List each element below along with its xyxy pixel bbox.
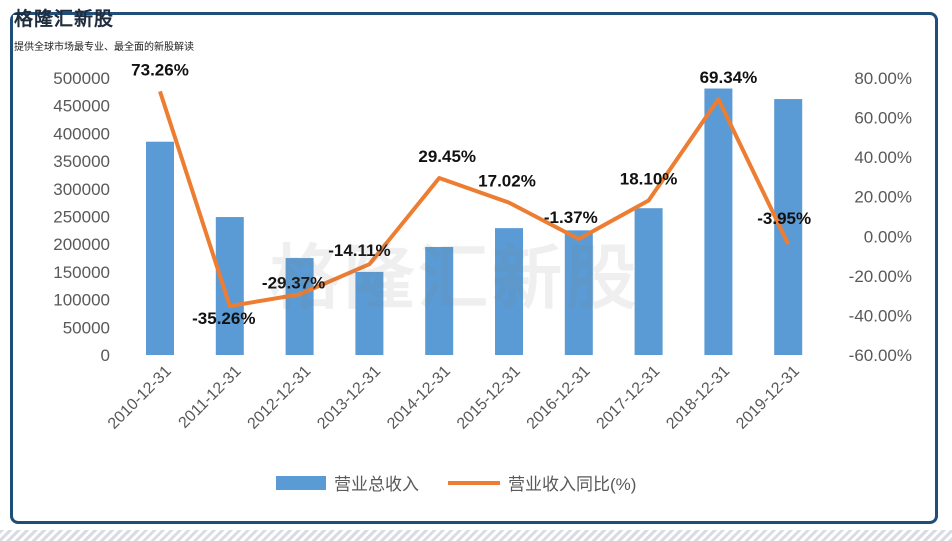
left-axis-tick-label: 500000 xyxy=(53,69,110,88)
line-data-label: 73.26% xyxy=(131,60,189,79)
right-axis-tick-label: 20.00% xyxy=(854,188,912,207)
x-axis-tick-label: 2019-12-31 xyxy=(733,363,803,433)
bar-series xyxy=(146,88,803,355)
left-axis: 0 50000 100000 150000 200000 250000 300000 3500… xyxy=(53,69,110,365)
x-axis-tick-label: 2017-12-31 xyxy=(594,363,664,433)
bar xyxy=(355,271,384,355)
left-axis-tick-label: 200000 xyxy=(53,235,110,254)
right-axis-tick-label: 80.00% xyxy=(854,69,912,88)
bar xyxy=(215,217,244,355)
line-data-label: 18.10% xyxy=(620,169,678,188)
legend-bar-label: 营业总收入 xyxy=(334,475,419,494)
brand-title: 格隆汇新股 xyxy=(14,8,115,30)
line-data-label: -14.11% xyxy=(328,241,390,260)
right-axis-tick-label: -60.00% xyxy=(849,346,912,365)
x-axis-tick-label: 2016-12-31 xyxy=(524,363,594,433)
line-data-labels: 73.26%-35.26%-29.37%-14.11%29.45%17.02%-… xyxy=(131,60,811,328)
x-axis-tick-label: 2011-12-31 xyxy=(176,363,245,432)
bar xyxy=(634,208,663,355)
brand-subtitle: 提供全球市场最专业、最全面的新股解读 xyxy=(14,42,194,53)
line-data-label: -35.26% xyxy=(192,309,255,328)
right-axis-tick-label: 60.00% xyxy=(854,109,912,128)
left-axis-tick-label: 50000 xyxy=(63,318,110,337)
legend-line-label: 营业收入同比(%) xyxy=(508,475,636,494)
left-axis-tick-label: 350000 xyxy=(53,152,110,171)
right-axis-tick-label: -20.00% xyxy=(849,267,912,286)
right-axis-tick-label: -40.00% xyxy=(849,306,912,325)
left-axis-tick-label: 100000 xyxy=(53,291,110,310)
left-axis-tick-label: 400000 xyxy=(53,124,110,143)
bar xyxy=(146,141,174,355)
x-axis-tick-label: 2010-12-31 xyxy=(105,363,175,433)
bar xyxy=(564,230,593,355)
header-box xyxy=(13,15,153,49)
left-axis-tick-label: 250000 xyxy=(53,208,110,227)
bottom-stripe-bar xyxy=(0,530,952,541)
bar xyxy=(495,228,523,355)
line-data-label: -3.95% xyxy=(757,209,811,228)
x-axis-tick-label: 2013-12-31 xyxy=(314,363,384,433)
line-data-label: 17.02% xyxy=(478,172,536,191)
left-axis-tick-label: 0 xyxy=(101,346,110,365)
line-data-label: 29.45% xyxy=(418,147,476,166)
left-axis-tick-label: 300000 xyxy=(53,180,110,199)
x-axis-tick-label: 2014-12-31 xyxy=(384,363,454,433)
line-data-label: 69.34% xyxy=(700,68,758,87)
x-axis-tick-label: 2015-12-31 xyxy=(454,363,524,433)
line-data-label: -1.37% xyxy=(544,208,598,227)
bar xyxy=(285,258,314,355)
line-data-label: -29.37% xyxy=(262,273,325,292)
x-axis-tick-label: 2012-12-31 xyxy=(245,363,315,433)
x-axis-tick-label: 2018-12-31 xyxy=(663,363,733,433)
line-series xyxy=(158,90,791,309)
legend-bar-swatch xyxy=(276,476,326,490)
yoy-growth-line xyxy=(158,90,791,309)
right-axis-tick-label: 40.00% xyxy=(854,148,912,167)
x-axis-labels: 2010-12-31 2011-12-31 2012-12-31 2013-12-31… xyxy=(105,363,803,433)
right-axis-tick-label: 0.00% xyxy=(864,227,912,246)
legend: 营业总收入 营业收入同比(%) xyxy=(276,475,636,494)
left-axis-tick-label: 150000 xyxy=(53,263,110,282)
right-axis: -60.00% -40.00% -20.00% 0.00% 20.00% 40.00% 60… xyxy=(849,69,912,365)
left-axis-tick-label: 450000 xyxy=(53,97,110,116)
bar xyxy=(704,88,733,355)
bar xyxy=(425,246,454,355)
